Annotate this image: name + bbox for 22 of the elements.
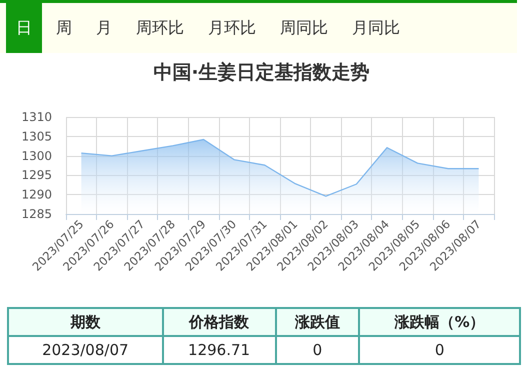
text: 0 [276, 336, 360, 364]
text: 期数 [8, 308, 163, 336]
text: 月同比 [351, 16, 401, 38]
text: 涨跌值 [276, 308, 360, 336]
text: 1296.71 [162, 336, 276, 364]
text: 日 [6, 3, 42, 53]
text: 周同比 [279, 16, 329, 38]
text: 周环比 [135, 16, 185, 38]
y-tick-label: 1310 [21, 110, 52, 124]
chart-title: 中国·生姜日定基指数走势 [153, 62, 370, 84]
y-tick-label: 1305 [21, 129, 52, 144]
text: 月环比 [207, 16, 257, 38]
text: 周 [55, 16, 73, 38]
text: 2023/08/07 [8, 336, 163, 364]
y-tick-label: 1285 [21, 207, 52, 221]
text: 月 [95, 16, 113, 38]
y-tick-label: 1295 [21, 168, 52, 182]
y-tick-label: 1300 [21, 148, 52, 163]
text: 0 [359, 336, 520, 364]
y-tick-label: 1290 [21, 188, 52, 202]
text: 价格指数 [162, 308, 276, 336]
text: 涨跌幅（%） [359, 308, 520, 336]
